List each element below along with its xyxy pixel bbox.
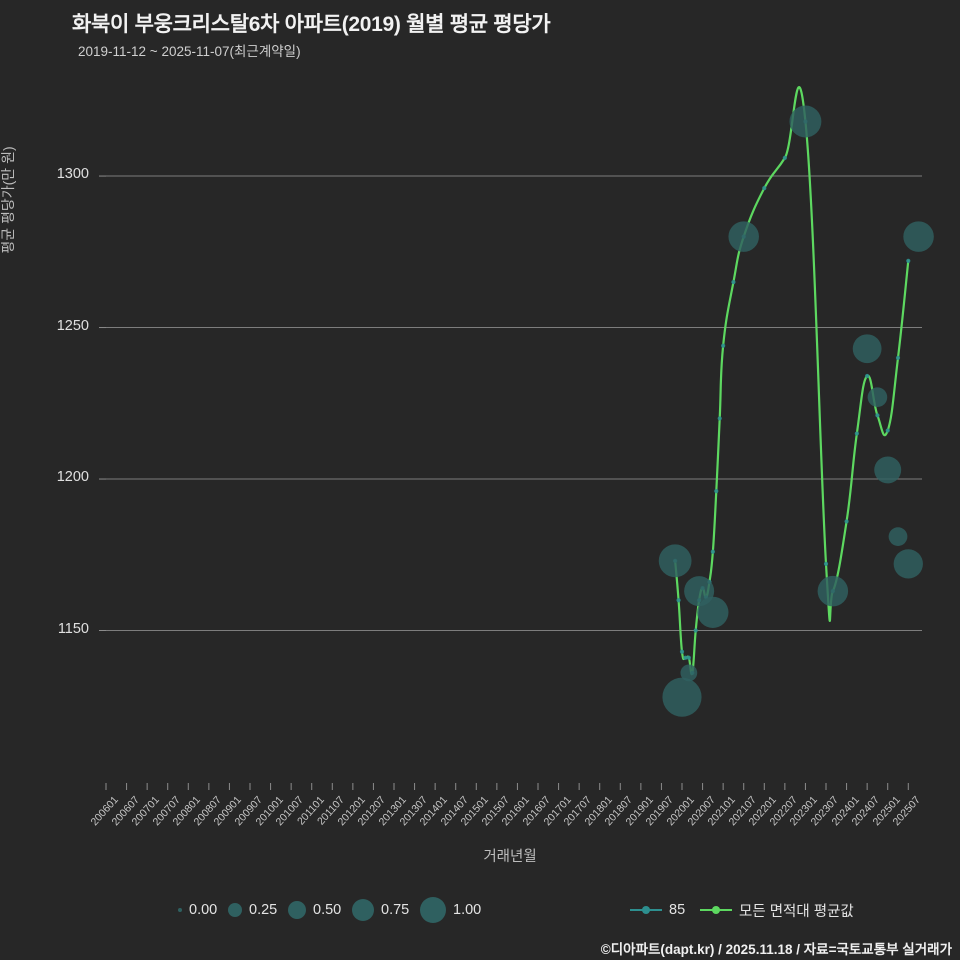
chart-legend: 0.00 0.25 0.50 0.75 1.00 85 모든 면적대 평균값 [0, 893, 960, 927]
page-title: 화북이 부웅크리스탈6차 아파트(2019) 월별 평균 평당가 [72, 13, 551, 36]
y-axis-label: 평균 평당가(만 원) [0, 146, 16, 254]
legend-size-item[interactable]: 0.75 [352, 893, 409, 927]
legend-series-label: 85 [669, 902, 686, 918]
legend-series-item[interactable]: 85 [630, 893, 685, 927]
legend-bubble-swatch [420, 897, 446, 923]
legend-size-label: 0.50 [313, 902, 342, 918]
legend-series-item[interactable]: 모든 면적대 평균값 [700, 893, 854, 927]
legend-size-label: 0.25 [249, 902, 278, 918]
footer-credit: ©디아파트(dapt.kr) / 2025.11.18 / 자료=국토교통부 실… [600, 942, 952, 957]
chart-subtitle: 2019-11-12 ~ 2025-11-07(최근계약일) [78, 44, 301, 59]
legend-size-label: 0.75 [381, 902, 410, 918]
legend-size-item[interactable]: 0.00 [178, 893, 217, 927]
gridlines [99, 175, 922, 632]
legend-line-swatch [630, 903, 662, 917]
legend-size-item[interactable]: 0.25 [228, 893, 277, 927]
legend-line-swatch [700, 903, 732, 917]
legend-bubble-swatch [352, 899, 374, 921]
series-bubbles-85 [658, 105, 934, 717]
legend-bubble-swatch [178, 908, 182, 912]
legend-bubble-swatch [288, 901, 306, 919]
legend-series-label: 모든 면적대 평균값 [739, 903, 854, 920]
x-axis-ticks [105, 783, 909, 790]
x-axis-label: 거래년월 [483, 849, 537, 865]
legend-size-label: 1.00 [453, 902, 482, 918]
legend-size-item[interactable]: 1.00 [420, 893, 481, 927]
y-axis-tick-label: 1200 [56, 469, 89, 486]
y-axis-tick-label: 1150 [57, 620, 89, 637]
y-axis-tick-label: 1250 [56, 317, 89, 334]
legend-size-label: 0.00 [189, 902, 218, 918]
y-axis-tick-label: 1300 [56, 166, 89, 183]
legend-size-item[interactable]: 0.50 [288, 893, 341, 927]
legend-bubble-swatch [228, 903, 242, 917]
